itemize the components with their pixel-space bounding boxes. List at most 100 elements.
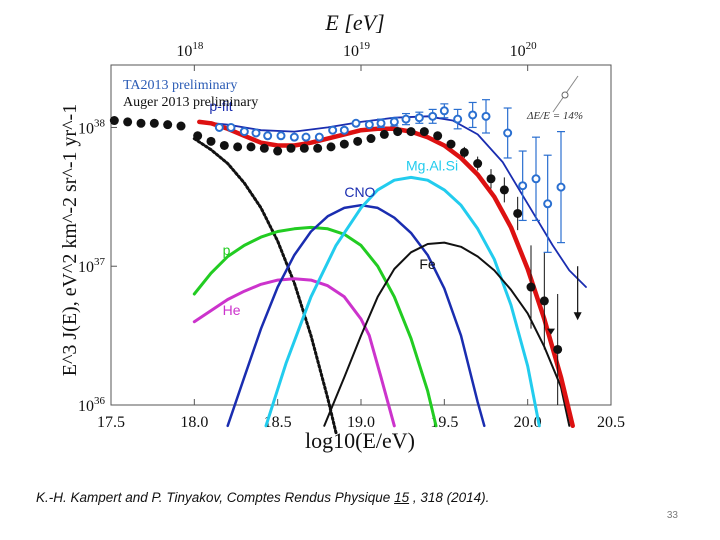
ta-point (518, 181, 528, 191)
auger-point (513, 208, 523, 218)
auger-point (366, 134, 376, 144)
ta-point (414, 113, 424, 123)
energy-scale-indicator: ΔE/E = 14% (526, 75, 583, 122)
auger-point (526, 282, 536, 292)
citation-pages: , 318 (2014). (409, 490, 490, 505)
auger-point (553, 344, 563, 354)
top-axis-ticks: 1018 1019 1020 (176, 40, 537, 71)
top-axis-label: E [eV] (324, 10, 384, 35)
ta-point (214, 122, 224, 132)
auger-point (446, 139, 456, 149)
auger-point (433, 131, 443, 141)
y-tick-label: 1037 (78, 256, 106, 276)
ta-point (276, 131, 286, 141)
citation: K.-H. Kampert and P. Tinyakov, Comptes R… (36, 490, 489, 505)
curve-label: p (223, 242, 231, 258)
auger-point (176, 121, 186, 131)
ta-point (401, 114, 411, 124)
auger-point (163, 120, 173, 130)
auger-point (136, 118, 146, 128)
ta-point (543, 199, 553, 209)
y-tick-label: 1038 (78, 117, 106, 137)
x-tick-label: 19.5 (430, 414, 458, 431)
curve-p-fit (198, 115, 587, 288)
auger-point (109, 116, 119, 126)
top-tick-label: 1018 (176, 40, 204, 60)
curve-total (197, 119, 575, 429)
ta-point (481, 111, 491, 121)
auger-point (419, 127, 429, 137)
auger-point (379, 129, 389, 139)
x-axis-label: log10(E/eV) (305, 428, 415, 453)
curve-p (192, 225, 438, 428)
curve-label: Fe (419, 256, 436, 272)
auger-point (233, 142, 243, 152)
ta-point (251, 128, 261, 138)
auger-point (473, 159, 483, 169)
ta-point (364, 120, 374, 130)
top-tick-label: 1020 (510, 40, 537, 60)
y-tick-label: 1036 (78, 395, 106, 415)
auger-point (273, 146, 283, 156)
x-tick-label: 18.0 (180, 414, 208, 431)
plot-frame (110, 64, 612, 406)
legend-ta: TA2013 preliminary (123, 78, 237, 93)
auger-point (459, 147, 469, 157)
x-tick-label: 20.5 (597, 414, 625, 431)
curve-label: CNO (344, 184, 375, 200)
ta-point (314, 132, 324, 142)
ta-point (289, 132, 299, 142)
y-axis-label: E^3 J(E), eV^2 km^-2 sr^-1 yr^-1 (59, 104, 81, 376)
model-curves (192, 115, 587, 435)
slide-number: 33 (666, 510, 678, 521)
legend: TA2013 preliminary Auger 2013 preliminar… (123, 78, 258, 110)
auger-point (326, 142, 336, 152)
ta-point (453, 114, 463, 124)
spectrum-chart: E [eV] 1018 1019 1020 1038 1037 1036 17.5 18.… (59, 10, 625, 453)
ta-point (389, 117, 399, 127)
auger-upper-limit (547, 328, 555, 335)
curve-galactic (192, 137, 338, 435)
curve-label: He (223, 302, 241, 318)
ta-point (468, 110, 478, 120)
auger-point (149, 118, 159, 128)
auger-point (539, 296, 549, 306)
ta-upper-limit-arrow (573, 312, 582, 321)
x-tick-label: 18.5 (264, 414, 292, 431)
curve-labels: p-fit Mg.Al.Si CNO p Fe He (209, 98, 458, 318)
auger-point (339, 139, 349, 149)
auger-point (286, 143, 296, 153)
ta-point (428, 111, 438, 121)
auger-point (246, 142, 256, 152)
ta-point (376, 118, 386, 128)
curve-he (192, 277, 396, 428)
curve-mgalsi (264, 175, 541, 428)
auger-point (313, 143, 323, 153)
auger-point (206, 136, 216, 146)
auger-point (123, 117, 133, 127)
ta-point (503, 128, 513, 138)
auger-point (193, 131, 203, 141)
top-tick-label: 1019 (343, 40, 371, 60)
ta-point (531, 174, 541, 184)
ta-point (328, 125, 338, 135)
auger-point (219, 140, 229, 150)
legend-auger: Auger 2013 preliminary (123, 95, 258, 110)
auger-point (353, 136, 363, 146)
energy-scale-marker (561, 91, 569, 99)
curve-label: p-fit (209, 98, 232, 114)
curve-label: Mg.Al.Si (406, 157, 458, 173)
ta-point (556, 182, 566, 192)
ta-point (263, 131, 273, 141)
x-tick-label: 20.0 (514, 414, 542, 431)
x-tick-label: 19.0 (347, 414, 375, 431)
ta-point (351, 118, 361, 128)
ta-point (339, 125, 349, 135)
data-points (109, 99, 582, 405)
ta-point (226, 122, 236, 132)
auger-point (299, 143, 309, 153)
auger-point (499, 185, 509, 195)
ta-point (439, 106, 449, 116)
auger-point (486, 174, 496, 184)
ta-point (301, 132, 311, 142)
